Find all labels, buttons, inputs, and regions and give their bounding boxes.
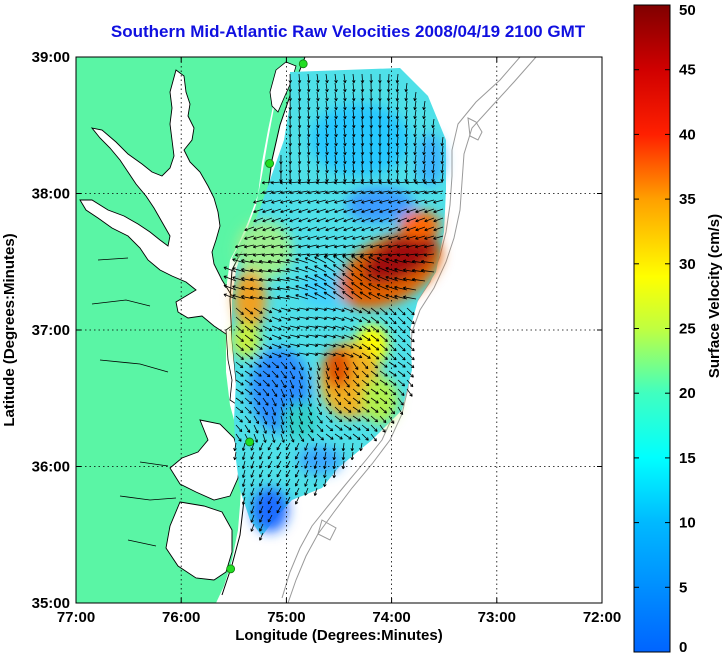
colorbar-tick-label: 0 (679, 639, 687, 656)
chesapeake-bay (79, 69, 245, 339)
x-tick-label: 76:00 (162, 609, 200, 626)
colorbar-tick-label: 30 (679, 256, 696, 273)
map-title: Southern Mid-Atlantic Raw Velocities 200… (110, 22, 586, 41)
colorbar-tick-label: 10 (679, 515, 696, 532)
y-axis-ticks: 35:00 36:00 37:00 38:00 39:00 (32, 49, 602, 612)
velocity-arrows-path (223, 73, 445, 541)
radar-station-marker (226, 564, 236, 574)
x-tick-label: 74:00 (372, 609, 410, 626)
y-tick-label: 38:00 (32, 186, 70, 203)
y-tick-label: 39:00 (32, 49, 70, 66)
y-tick-label: 36:00 (32, 459, 70, 476)
colorbar-tick-label: 25 (679, 321, 696, 338)
grid-lines (76, 57, 602, 603)
coastal-rivers (91, 257, 177, 547)
x-axis-label: Longitude (Degrees:Minutes) (235, 627, 443, 644)
x-tick-label: 77:00 (57, 609, 95, 626)
colorbar-tick-label: 5 (679, 579, 687, 596)
colorbar-tick-label: 40 (679, 126, 696, 143)
radar-stations (226, 59, 308, 574)
coastline (221, 57, 306, 596)
y-tick-label: 35:00 (32, 595, 70, 612)
radar-station-marker (245, 437, 254, 447)
radar-station-marker (265, 159, 274, 168)
colorbar-tick-label: 45 (679, 62, 696, 79)
radar-station-marker (298, 59, 308, 69)
y-tick-label: 37:00 (32, 322, 70, 339)
colorbar-label: Surface Velocity (cm/s) (706, 214, 723, 378)
colorbar-tick-label: 20 (679, 385, 696, 402)
x-tick-label: 75:00 (267, 609, 305, 626)
delaware-bay (269, 61, 297, 113)
velocity-field (232, 68, 446, 536)
colorbar (633, 4, 671, 653)
colorbar-tick-label: 15 (679, 450, 696, 467)
y-axis-label: Latitude (Degrees:Minutes) (1, 233, 18, 426)
pamlico-sound-south (165, 501, 233, 581)
x-axis-ticks: 77:00 76:00 75:00 74:00 73:00 72:00 (57, 57, 621, 626)
x-tick-label: 73:00 (478, 609, 516, 626)
x-tick-label: 72:00 (583, 609, 621, 626)
colorbar-tick-label: 35 (679, 191, 696, 208)
colorbar-tick-label: 50 (679, 2, 696, 19)
velocity-vectors (223, 73, 445, 541)
colorbar-ticks: 0 5 10 15 20 25 30 35 40 45 50 (634, 2, 696, 656)
pamlico-sound (169, 419, 241, 501)
